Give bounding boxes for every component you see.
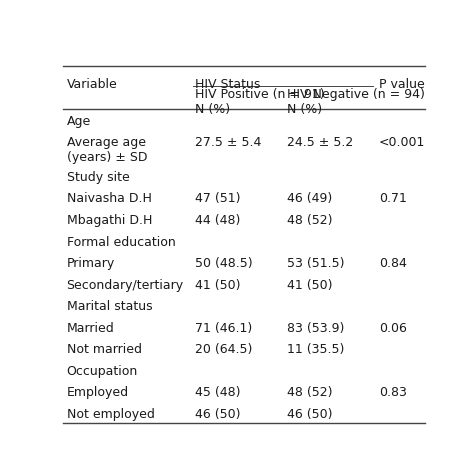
Text: HIV Positive (n = 91)
N (%): HIV Positive (n = 91) N (%) bbox=[195, 88, 325, 116]
Text: Variable: Variable bbox=[66, 78, 118, 91]
Text: 83 (53.9): 83 (53.9) bbox=[287, 322, 345, 335]
Text: Study site: Study site bbox=[66, 171, 129, 184]
Text: P value: P value bbox=[379, 78, 425, 91]
Text: 50 (48.5): 50 (48.5) bbox=[195, 257, 253, 270]
Text: 46 (49): 46 (49) bbox=[287, 192, 332, 205]
Text: Occupation: Occupation bbox=[66, 365, 138, 378]
Text: HIV Negative (n = 94)
N (%): HIV Negative (n = 94) N (%) bbox=[287, 88, 425, 116]
Text: 41 (50): 41 (50) bbox=[195, 279, 241, 292]
Text: 48 (52): 48 (52) bbox=[287, 386, 332, 399]
Text: 53 (51.5): 53 (51.5) bbox=[287, 257, 345, 270]
Text: 71 (46.1): 71 (46.1) bbox=[195, 322, 253, 335]
Text: Not employed: Not employed bbox=[66, 408, 155, 421]
Text: 46 (50): 46 (50) bbox=[195, 408, 241, 421]
Text: 48 (52): 48 (52) bbox=[287, 214, 332, 227]
Text: Naivasha D.H: Naivasha D.H bbox=[66, 192, 152, 205]
Text: 0.83: 0.83 bbox=[379, 386, 407, 399]
Text: 46 (50): 46 (50) bbox=[287, 408, 332, 421]
Text: <0.001: <0.001 bbox=[379, 137, 425, 149]
Text: 27.5 ± 5.4: 27.5 ± 5.4 bbox=[195, 137, 262, 149]
Text: Marital status: Marital status bbox=[66, 300, 152, 313]
Text: 20 (64.5): 20 (64.5) bbox=[195, 343, 253, 356]
Text: 45 (48): 45 (48) bbox=[195, 386, 241, 399]
Text: 0.84: 0.84 bbox=[379, 257, 407, 270]
Text: Age: Age bbox=[66, 115, 91, 128]
Text: 0.71: 0.71 bbox=[379, 192, 407, 205]
Text: 47 (51): 47 (51) bbox=[195, 192, 241, 205]
Text: 11 (35.5): 11 (35.5) bbox=[287, 343, 345, 356]
Text: Average age
(years) ± SD: Average age (years) ± SD bbox=[66, 137, 147, 164]
Text: Formal education: Formal education bbox=[66, 236, 175, 248]
Text: Mbagathi D.H: Mbagathi D.H bbox=[66, 214, 152, 227]
Text: HIV Status: HIV Status bbox=[195, 78, 261, 91]
Text: 44 (48): 44 (48) bbox=[195, 214, 240, 227]
Text: Employed: Employed bbox=[66, 386, 129, 399]
Text: 41 (50): 41 (50) bbox=[287, 279, 332, 292]
Text: 0.06: 0.06 bbox=[379, 322, 407, 335]
Text: 24.5 ± 5.2: 24.5 ± 5.2 bbox=[287, 137, 353, 149]
Text: Married: Married bbox=[66, 322, 114, 335]
Text: Secondary/tertiary: Secondary/tertiary bbox=[66, 279, 184, 292]
Text: Not married: Not married bbox=[66, 343, 142, 356]
Text: Primary: Primary bbox=[66, 257, 115, 270]
